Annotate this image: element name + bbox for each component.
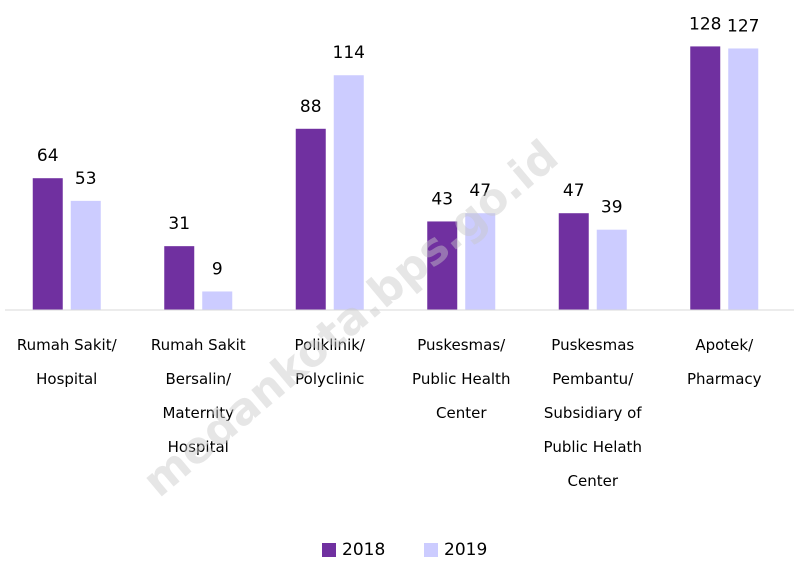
legend-label: 2019 [444, 540, 487, 560]
bar [558, 213, 589, 310]
value-label: 43 [431, 189, 453, 209]
bar [333, 75, 364, 310]
legend-swatch [322, 543, 336, 557]
legend-swatch [424, 543, 438, 557]
x-tick-label: Apotek/Pharmacy [687, 336, 762, 388]
bar [690, 46, 721, 310]
bar [70, 200, 101, 310]
value-label: 47 [469, 181, 491, 201]
value-label: 127 [727, 16, 759, 36]
x-tick-label: Puskesmas/Public Health Center [412, 336, 510, 422]
bar [728, 48, 759, 311]
bar [164, 246, 195, 310]
bar [32, 178, 63, 310]
x-tick-label: Rumah Sakit/Hospital [17, 336, 118, 388]
bar [465, 213, 496, 310]
value-label: 114 [333, 43, 365, 63]
value-label: 64 [37, 146, 59, 166]
x-tick-label: Poliklinik/Polyclinic [295, 336, 366, 388]
value-label: 39 [601, 198, 623, 218]
value-label: 31 [168, 214, 190, 234]
value-label: 53 [75, 169, 97, 189]
value-label: 47 [563, 181, 585, 201]
bar [202, 291, 233, 310]
value-label: 88 [300, 97, 322, 117]
legend-label: 2018 [342, 540, 385, 560]
x-tick-label: Puskesmas Pembantu/Subsidiary of Public He… [544, 336, 643, 490]
bar [596, 229, 627, 310]
value-label: 128 [689, 14, 721, 34]
bar [295, 128, 326, 310]
bar [427, 221, 458, 310]
value-label: 9 [212, 259, 223, 279]
x-tick-label: Rumah Sakit Bersalin/Maternity Hospital [151, 336, 246, 456]
